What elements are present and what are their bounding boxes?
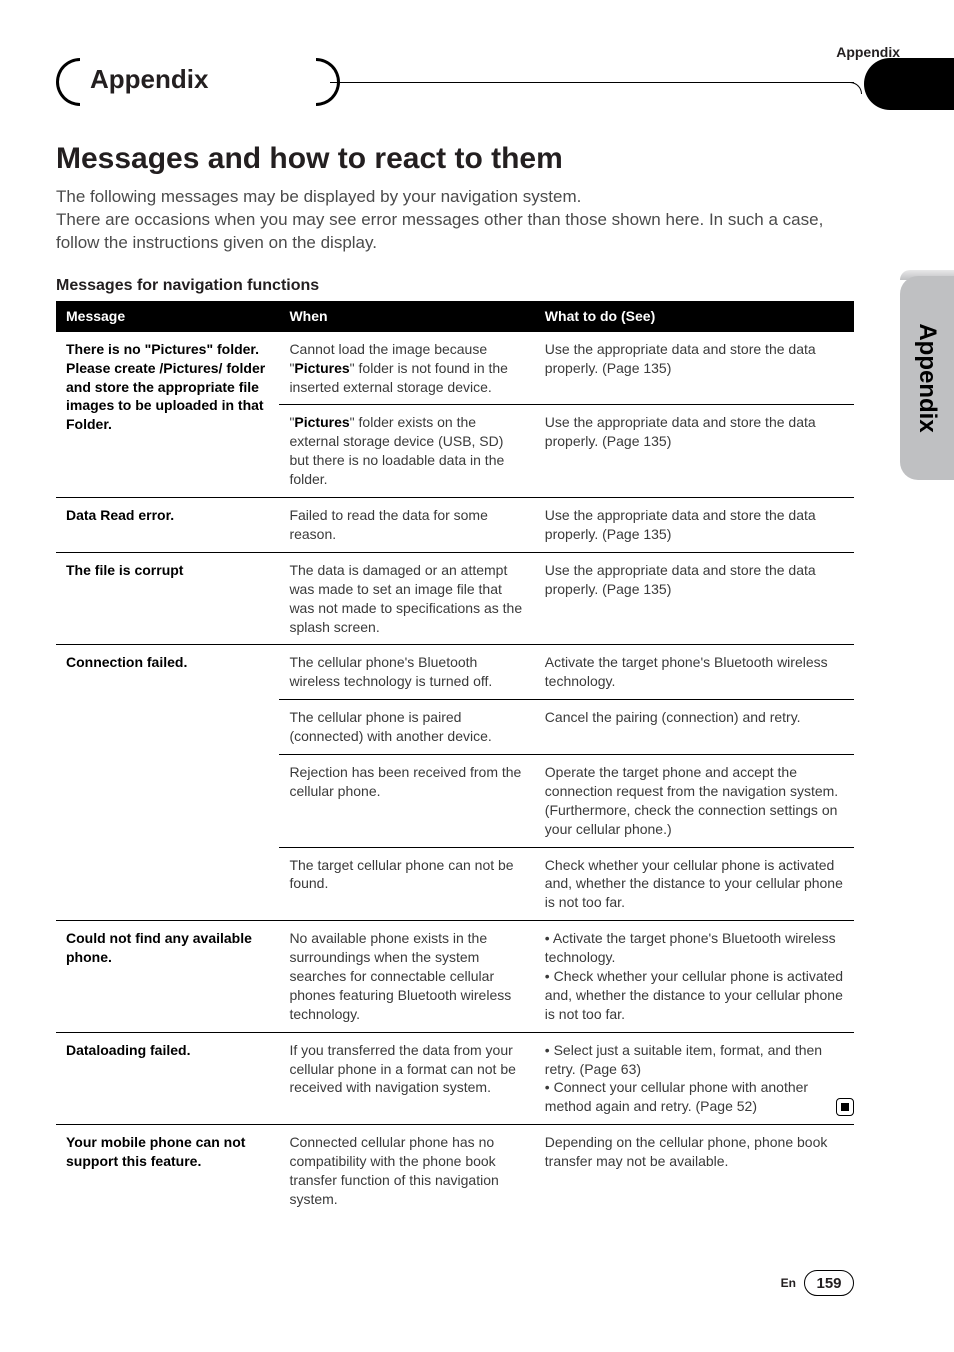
when-cell: The cellular phone is paired (connected)… [279, 700, 534, 755]
footer-page-number: 159 [804, 1270, 854, 1296]
top-right-black-tab [864, 58, 954, 110]
what-cell: Use the appropriate data and store the d… [535, 552, 854, 645]
header-rule-tail [850, 82, 862, 94]
when-cell: Failed to read the data for some reason. [279, 498, 534, 553]
table-header-row: Message When What to do (See) [56, 301, 854, 332]
capsule-left-bracket [56, 58, 80, 106]
message-cell: Your mobile phone can not support this f… [56, 1125, 279, 1217]
when-cell: "Pictures" folder exists on the external… [279, 405, 534, 498]
what-cell: Depending on the cellular phone, phone b… [535, 1125, 854, 1217]
table-row: Dataloading failed.If you transferred th… [56, 1032, 854, 1125]
what-cell: Operate the target phone and accept the … [535, 754, 854, 847]
subheading: Messages for navigation functions [56, 277, 854, 295]
what-cell: Use the appropriate data and store the d… [535, 498, 854, 553]
what-cell: Check whether your cellular phone is act… [535, 847, 854, 921]
intro-line-1: The following messages may be displayed … [56, 187, 581, 206]
when-cell: Connected cellular phone has no compatib… [279, 1125, 534, 1217]
message-cell: Dataloading failed. [56, 1032, 279, 1125]
message-cell: The file is corrupt [56, 552, 279, 645]
section-header-capsule: Appendix [56, 58, 340, 106]
intro-paragraph: The following messages may be displayed … [56, 186, 854, 255]
page-heading: Messages and how to react to them [56, 142, 854, 176]
col-message: Message [56, 301, 279, 332]
when-cell: The cellular phone's Bluetooth wireless … [279, 645, 534, 700]
messages-table: Message When What to do (See) There is n… [56, 301, 854, 1217]
section-end-icon [836, 1098, 854, 1116]
what-cell: • Activate the target phone's Bluetooth … [535, 921, 854, 1032]
table-row: Data Read error.Failed to read the data … [56, 498, 854, 553]
footer: En 159 [781, 1270, 854, 1296]
when-cell: The data is damaged or an attempt was ma… [279, 552, 534, 645]
what-cell: Activate the target phone's Bluetooth wi… [535, 645, 854, 700]
col-what: What to do (See) [535, 301, 854, 332]
table-row: Could not find any available phone.No av… [56, 921, 854, 1032]
table-row: Your mobile phone can not support this f… [56, 1125, 854, 1217]
when-cell: No available phone exists in the surroun… [279, 921, 534, 1032]
what-cell: Use the appropriate data and store the d… [535, 405, 854, 498]
content-area: Messages and how to react to them The fo… [56, 142, 854, 1217]
message-cell: Connection failed. [56, 645, 279, 921]
message-cell: There is no "Pictures" folder. Please cr… [56, 331, 279, 497]
when-cell: The target cellular phone can not be fou… [279, 847, 534, 921]
when-cell: If you transferred the data from your ce… [279, 1032, 534, 1125]
footer-lang: En [781, 1276, 796, 1290]
intro-line-2: There are occasions when you may see err… [56, 210, 823, 252]
table-row: There is no "Pictures" folder. Please cr… [56, 331, 854, 405]
what-cell: • Select just a suitable item, format, a… [535, 1032, 854, 1125]
table-row: Connection failed.The cellular phone's B… [56, 645, 854, 700]
message-cell: Could not find any available phone. [56, 921, 279, 1032]
what-cell: Cancel the pairing (connection) and retr… [535, 700, 854, 755]
when-cell: Rejection has been received from the cel… [279, 754, 534, 847]
side-tab: Appendix [900, 276, 954, 480]
header-rule [330, 82, 854, 83]
when-cell: Cannot load the image because "Pictures"… [279, 331, 534, 405]
what-cell: Use the appropriate data and store the d… [535, 331, 854, 405]
side-tab-label: Appendix [913, 323, 941, 432]
section-title: Appendix [90, 64, 208, 95]
message-cell: Data Read error. [56, 498, 279, 553]
col-when: When [279, 301, 534, 332]
table-row: The file is corruptThe data is damaged o… [56, 552, 854, 645]
